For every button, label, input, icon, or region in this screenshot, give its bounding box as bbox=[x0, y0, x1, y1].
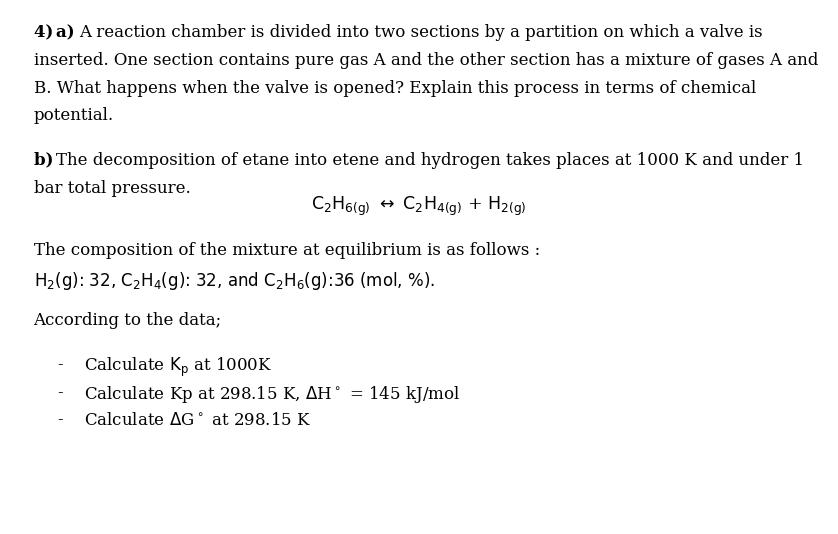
Text: The composition of the mixture at equilibrium is as follows :: The composition of the mixture at equili… bbox=[34, 242, 540, 259]
Text: inserted. One section contains pure gas A and the other section has a mixture of: inserted. One section contains pure gas … bbox=[34, 52, 818, 69]
Text: Calculate Kp at 298.15 K, $\Delta$H$^\circ$ = 145 kJ/mol: Calculate Kp at 298.15 K, $\Delta$H$^\ci… bbox=[84, 384, 460, 405]
Text: -: - bbox=[57, 384, 63, 400]
Text: -: - bbox=[57, 412, 63, 428]
Text: potential.: potential. bbox=[34, 107, 114, 124]
Text: b): b) bbox=[34, 152, 59, 169]
Text: B. What happens when the valve is opened? Explain this process in terms of chemi: B. What happens when the valve is opened… bbox=[34, 80, 756, 97]
Text: $\mathrm{C_2H_{6(g)}}$ $\leftrightarrow$ $\mathrm{C_2H_{4(g)}}$ + $\mathrm{H_{2(: $\mathrm{C_2H_{6(g)}}$ $\leftrightarrow$… bbox=[311, 195, 527, 218]
Text: 4): 4) bbox=[34, 24, 59, 41]
Text: Calculate $\mathrm{K_p}$ at 1000K: Calculate $\mathrm{K_p}$ at 1000K bbox=[84, 356, 272, 379]
Text: A reaction chamber is divided into two sections by a partition on which a valve : A reaction chamber is divided into two s… bbox=[79, 24, 763, 41]
Text: a): a) bbox=[56, 24, 80, 41]
Text: -: - bbox=[57, 356, 63, 373]
Text: bar total pressure.: bar total pressure. bbox=[34, 179, 190, 197]
Text: $\mathrm{H_2}$(g): 32, $\mathrm{C_2H_4}$(g): 32, and $\mathrm{C_2H_6}$(g):36 (mo: $\mathrm{H_2}$(g): 32, $\mathrm{C_2H_4}$… bbox=[34, 270, 435, 292]
Text: According to the data;: According to the data; bbox=[34, 311, 221, 328]
Text: The decomposition of etane into etene and hydrogen takes places at 1000 K and un: The decomposition of etane into etene an… bbox=[56, 152, 804, 169]
Text: Calculate $\Delta$G$^\circ$ at 298.15 K: Calculate $\Delta$G$^\circ$ at 298.15 K bbox=[84, 412, 311, 428]
